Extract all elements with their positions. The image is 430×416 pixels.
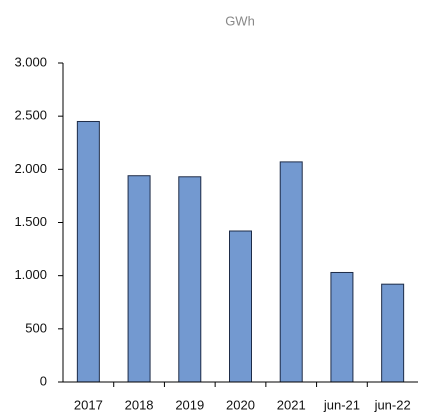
x-tick-label: 2021	[277, 397, 306, 412]
y-tick-label: 3.000	[14, 54, 47, 69]
bar	[178, 176, 202, 383]
x-tick-label: 2019	[175, 397, 204, 412]
y-tick-label: 2.000	[14, 161, 47, 176]
y-tick-label: 1.500	[14, 214, 47, 229]
bar	[127, 175, 151, 383]
x-tick-label: 2017	[74, 397, 103, 412]
bar	[330, 271, 354, 383]
x-tick-label: 2018	[125, 397, 154, 412]
bar	[229, 230, 252, 383]
bar	[279, 161, 303, 383]
y-tick-label: 500	[25, 320, 47, 335]
bar	[76, 120, 100, 383]
y-tick-label: 0	[40, 373, 47, 388]
x-tick-label: jun-22	[374, 397, 411, 412]
x-tick-label: jun-21	[323, 397, 360, 412]
x-tick-label: 2020	[226, 397, 255, 412]
y-tick-label: 1.000	[14, 267, 47, 282]
chart-title: GWh	[225, 13, 255, 28]
y-tick-label: 2.500	[14, 108, 47, 123]
bar	[381, 283, 405, 383]
